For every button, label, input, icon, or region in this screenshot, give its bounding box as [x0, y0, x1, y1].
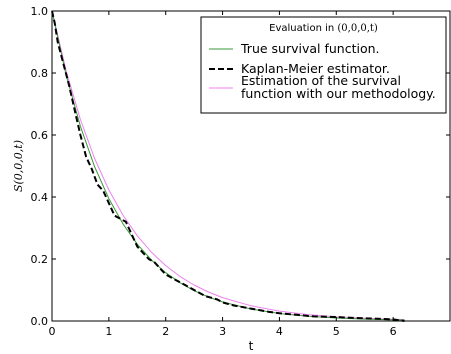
y-axis-label: S(0,0,0,t)	[12, 140, 25, 192]
x-tick-label: 6	[390, 325, 397, 338]
y-tick-label: 0.6	[31, 129, 49, 142]
series-layer	[51, 10, 405, 322]
legend-title-prefix: Evaluation in	[269, 23, 337, 34]
ticks-layer: 0 1 2 3 4 5 6 0.0 0.2 0.4 0.6 0.8 1.0	[31, 5, 450, 338]
plot-frame	[51, 10, 451, 322]
legend-box	[200, 16, 447, 114]
y-tick-label: 1.0	[31, 5, 49, 18]
x-tick-label: 0	[49, 325, 56, 338]
x-tick-label: 3	[219, 325, 226, 338]
legend-title-math: (0,0,0,t)	[337, 23, 378, 34]
legend-label-0: True survival function.	[240, 41, 380, 56]
legend-entries: True survival function. Kaplan-Meier esti…	[209, 41, 436, 101]
x-tick-label: 4	[276, 325, 283, 338]
legend-label-1: Kaplan-Meier estimator.	[241, 61, 390, 76]
x-tick-label: 5	[333, 325, 340, 338]
legend: Evaluation in (0,0,0,t) True survival fu…	[200, 16, 447, 114]
legend-label-2-line-0: Estimation of the survival	[241, 73, 401, 88]
x-tick-label: 2	[162, 325, 169, 338]
y-tick-label: 0.0	[31, 315, 49, 328]
legend-label-2-line-1: function with our methodology.	[241, 86, 436, 101]
series-line-1	[51, 10, 405, 322]
legend-title: Evaluation in (0,0,0,t)	[269, 23, 378, 34]
y-tick-label: 0.2	[31, 253, 49, 266]
x-axis-label: t	[249, 339, 254, 353]
y-tick-label: 0.4	[31, 191, 49, 204]
x-tick-label: 1	[105, 325, 112, 338]
y-tick-label: 0.8	[31, 67, 49, 80]
